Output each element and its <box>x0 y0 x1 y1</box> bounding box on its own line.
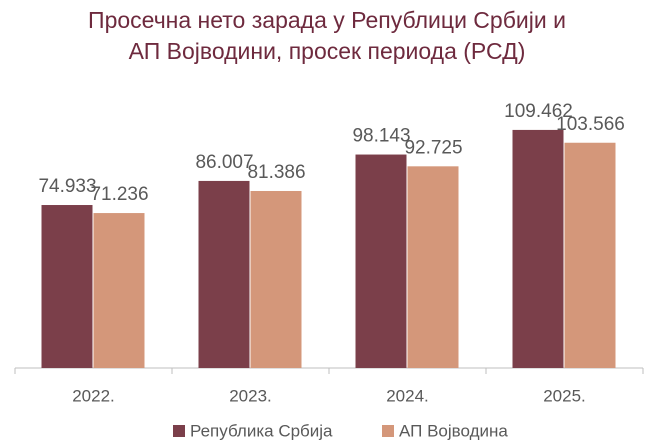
data-label: 71.236 <box>90 184 148 205</box>
data-label: 92.725 <box>404 137 462 158</box>
bar <box>564 142 616 368</box>
x-tick-label: 2023. <box>229 386 272 405</box>
bar <box>41 205 93 368</box>
data-label: 74.933 <box>38 176 96 197</box>
bar <box>355 154 407 368</box>
chart-title: АП Војводини, просек периода (РСД) <box>129 38 526 64</box>
x-tick-label: 2024. <box>386 386 429 405</box>
bar <box>407 166 459 368</box>
legend-label: АП Војводина <box>399 421 508 440</box>
chart-title: Просечна нето зарада у Републици Србији … <box>88 7 566 33</box>
legend-swatch <box>173 425 185 437</box>
legend-swatch <box>382 425 394 437</box>
bar <box>93 213 145 368</box>
data-label: 103.566 <box>556 114 625 135</box>
legend-label: Република Србија <box>190 421 333 440</box>
x-tick-label: 2022. <box>72 386 115 405</box>
data-label: 109.462 <box>504 101 573 122</box>
data-label: 98.143 <box>352 126 410 147</box>
x-tick-label: 2025. <box>543 386 586 405</box>
data-label: 86.007 <box>195 152 253 173</box>
bar <box>512 129 564 368</box>
bar <box>198 180 250 368</box>
data-label: 81.386 <box>247 162 305 183</box>
bar <box>250 190 302 368</box>
